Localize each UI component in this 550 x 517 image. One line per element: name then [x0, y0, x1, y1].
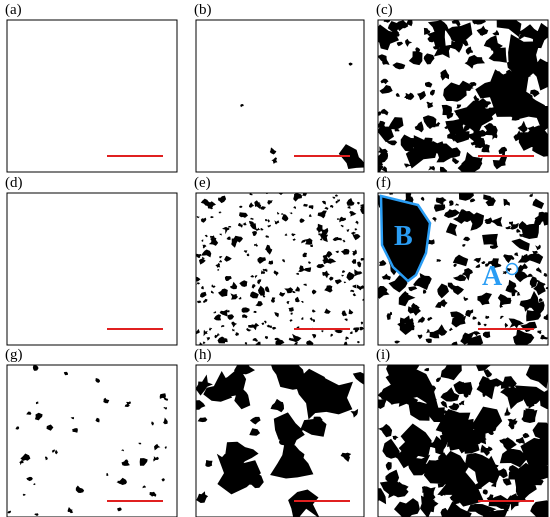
- panel-border: [6, 364, 178, 517]
- panel-border: [6, 192, 178, 346]
- texture: [196, 193, 364, 345]
- panel: [6, 192, 178, 346]
- panel-label: (f): [376, 175, 391, 191]
- panel-label: (d): [5, 175, 23, 191]
- pore-texture: [196, 193, 364, 345]
- panel-border: [377, 19, 549, 173]
- panel-border: [377, 192, 549, 346]
- region-b: [379, 194, 432, 283]
- pore-texture: [240, 62, 364, 169]
- panel: [195, 19, 365, 173]
- panel: [6, 19, 178, 173]
- texture: [378, 193, 548, 345]
- panel: BA: [377, 192, 549, 346]
- panel-label: (c): [376, 2, 393, 18]
- panel: [377, 19, 549, 173]
- region-label: A: [482, 261, 503, 292]
- texture: [378, 365, 548, 517]
- pore-texture: [7, 365, 169, 516]
- panel: [195, 364, 365, 517]
- pore-texture: [378, 20, 548, 172]
- panel-border: [377, 364, 549, 517]
- texture: [378, 20, 548, 172]
- panel-label: (h): [194, 347, 212, 363]
- panel-label: (i): [376, 347, 390, 363]
- pore-texture: [378, 365, 548, 517]
- panel: [6, 364, 178, 517]
- texture: [240, 62, 364, 169]
- panel-border: [195, 364, 365, 517]
- marker-ring: [505, 262, 519, 276]
- pore-texture: [196, 365, 364, 517]
- region-label: B: [394, 221, 413, 252]
- texture: [7, 365, 169, 516]
- panel-label: (e): [194, 175, 211, 191]
- panel-label: (a): [5, 2, 22, 18]
- panel-border: [195, 19, 365, 173]
- panel-label: (b): [194, 2, 212, 18]
- panel-border: [6, 19, 178, 173]
- panel: [195, 192, 365, 346]
- texture: [196, 365, 364, 517]
- panel-label: (g): [5, 347, 23, 363]
- panel: [377, 364, 549, 517]
- panel-border: [195, 192, 365, 346]
